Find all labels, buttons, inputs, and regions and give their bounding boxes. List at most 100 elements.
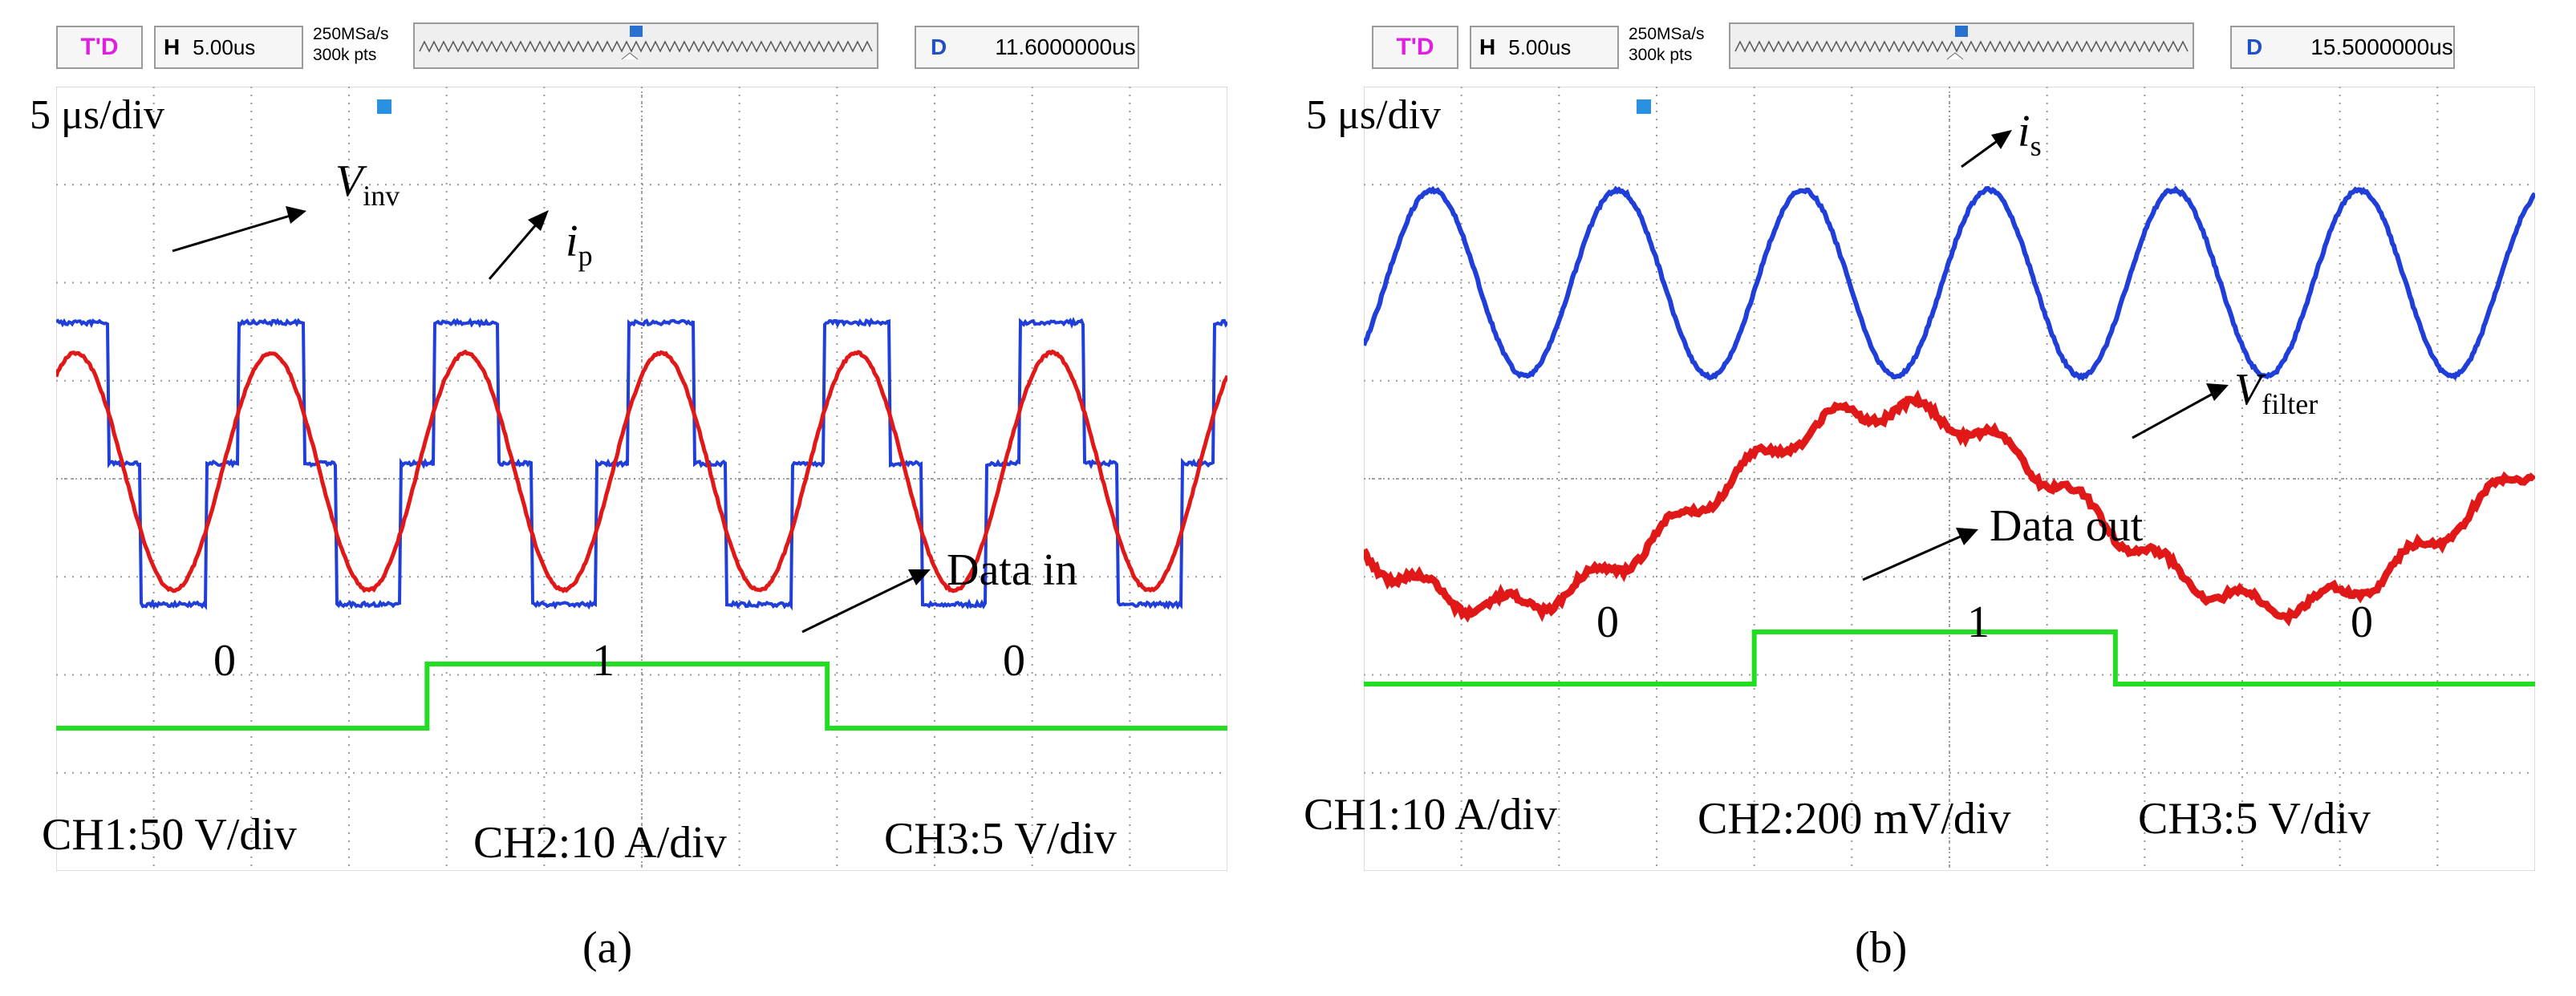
trigger-mode-button[interactable]: T'D <box>1372 26 1458 69</box>
grid-dot <box>250 864 252 866</box>
grid-dot <box>329 282 331 284</box>
grid-dot <box>1813 674 1815 676</box>
grid-dot <box>1656 768 1657 770</box>
grid-dot <box>836 656 838 658</box>
grid-dot <box>1461 327 1462 329</box>
grid-dot <box>1754 848 1755 850</box>
grid-dot <box>2262 772 2264 774</box>
grid-dot <box>2436 375 2438 377</box>
grid-dot <box>1877 282 1879 284</box>
grid-dot <box>1656 552 1657 553</box>
grid-dot <box>1604 576 1606 577</box>
grid-dot <box>1558 792 1560 794</box>
grid-dot <box>610 184 611 185</box>
grid-dot <box>915 184 916 185</box>
grid-dot <box>1123 478 1125 480</box>
grid-dot <box>1829 772 1831 774</box>
grid-dot <box>2436 528 2438 529</box>
grid-dot <box>738 772 740 774</box>
grid-dot <box>2174 184 2176 185</box>
grid-dot <box>1851 455 1852 457</box>
grid-dot <box>543 367 545 369</box>
grid-dot <box>2241 544 2243 545</box>
grid-dot <box>250 407 252 409</box>
delay-field[interactable]: D 15.5000000us <box>2230 26 2455 69</box>
grid-dot <box>250 439 252 441</box>
grid-dot <box>153 768 155 770</box>
grid-dot <box>2047 199 2048 200</box>
grid-dot <box>602 380 603 382</box>
grid-dot <box>1656 415 1657 417</box>
grid-dot <box>836 247 838 249</box>
grid-dot <box>417 674 419 676</box>
grid-dot <box>1059 282 1061 284</box>
grid-dot <box>64 478 66 480</box>
timebase-field[interactable]: H 5.00us <box>154 26 303 69</box>
time-position-bar[interactable] <box>1729 22 2194 69</box>
data-in-label: Data in <box>947 548 1077 593</box>
grid-dot <box>739 832 740 834</box>
grid-dot <box>1461 303 1462 305</box>
grid-dot <box>934 223 935 225</box>
grid-dot <box>746 674 748 676</box>
grid-dot <box>425 282 427 284</box>
grid-dot <box>1656 704 1657 706</box>
grid-dot <box>1388 674 1389 676</box>
grid-dot <box>1107 478 1109 480</box>
timebase-field[interactable]: H 5.00us <box>1470 26 1619 69</box>
grid-dot <box>2144 624 2145 626</box>
grid-dot <box>1949 744 1950 746</box>
grid-dot <box>1444 478 1446 480</box>
grid-dot <box>2436 199 2438 200</box>
grid-dot <box>2487 478 2489 480</box>
grid-dot <box>1558 616 1560 617</box>
grid-dot <box>674 576 675 577</box>
grid-dot <box>1656 600 1657 601</box>
grid-dot <box>1949 319 1950 321</box>
grid-dot <box>1656 584 1657 585</box>
grid-dot <box>241 184 242 185</box>
trigger-mode-button[interactable]: T'D <box>56 26 143 69</box>
grid-dot <box>2241 327 2243 329</box>
grid-dot <box>1195 184 1197 185</box>
grid-dot <box>265 478 266 480</box>
grid-dot <box>250 95 252 96</box>
grid-dot <box>1428 478 1430 480</box>
grid-dot <box>250 472 252 473</box>
grid-dot <box>2286 772 2288 774</box>
grid-dot <box>979 772 980 774</box>
grid-dot <box>836 263 838 265</box>
grid-dot <box>1428 674 1430 676</box>
grid-dot <box>641 247 643 249</box>
grid-dot <box>153 552 155 553</box>
grid-dot <box>739 135 740 136</box>
grid-dot <box>1754 704 1755 706</box>
grid-dot <box>836 504 838 505</box>
grid-dot <box>153 520 155 521</box>
grid-dot <box>1596 380 1598 382</box>
grid-dot <box>1129 95 1130 96</box>
grid-dot <box>250 584 252 585</box>
grid-dot <box>1653 380 1654 382</box>
time-position-bar[interactable] <box>413 22 878 69</box>
grid-dot <box>1129 592 1130 593</box>
grid-dot <box>1925 380 1927 382</box>
grid-dot <box>1129 399 1130 401</box>
grid-dot <box>348 824 350 826</box>
grid-dot <box>2206 282 2208 284</box>
grid-dot <box>2126 674 2128 676</box>
grid-dot <box>1851 231 1852 233</box>
grid-dot <box>802 380 804 382</box>
grid-dot <box>1195 282 1197 284</box>
grid-dot <box>1558 415 1560 417</box>
grid-dot <box>2439 576 2440 577</box>
grid-dot <box>543 536 545 537</box>
delay-field[interactable]: D 11.6000000us <box>915 26 1139 69</box>
grid-dot <box>739 271 740 273</box>
grid-dot <box>513 772 515 774</box>
grid-dot <box>543 191 545 192</box>
grid-dot <box>1428 184 1430 185</box>
grid-dot <box>778 184 780 185</box>
grid-dot <box>1656 279 1657 281</box>
grid-dot <box>947 772 948 774</box>
